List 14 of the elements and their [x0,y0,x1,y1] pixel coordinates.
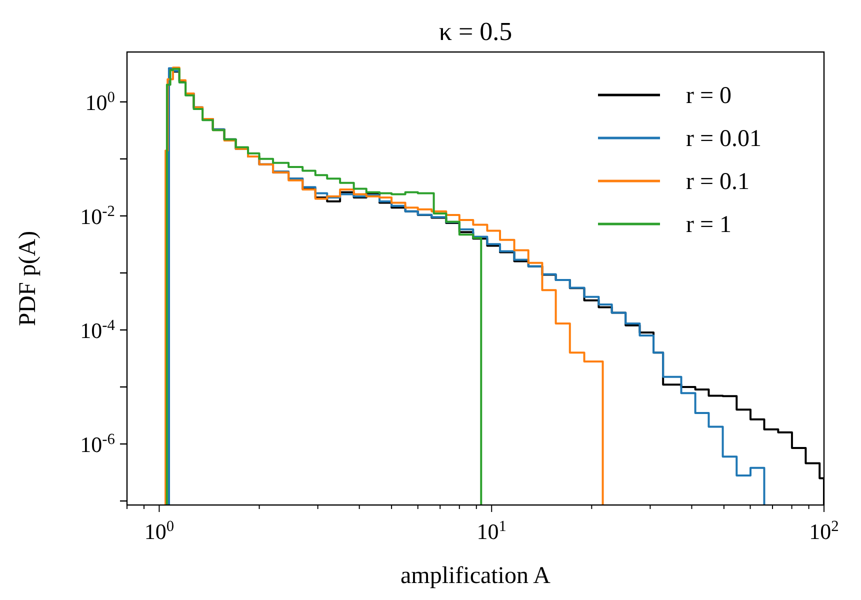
y-axis-title: PDF p(A) [15,230,41,326]
y-tick-label: 10$^{-2}$ [80,202,115,229]
y-tick-label: 10$^{-4}$ [80,316,116,343]
y-tick-label: 10$^{0}$ [85,88,116,115]
legend-label: r = 1 [686,212,732,238]
x-tick-label: 10$^{1}$ [476,518,506,544]
chart-title: κ = 0.5 [438,17,512,46]
x-tick-label: 10$^{0}$ [144,518,174,544]
x-tick-label: 10$^{2}$ [809,518,839,544]
legend-label: r = 0.1 [686,169,750,195]
y-tick-label: 10$^{-6}$ [80,430,116,457]
legend-label: r = 0 [686,83,732,109]
x-axis-title: amplification A [400,563,552,589]
legend-label: r = 0.01 [686,126,762,152]
